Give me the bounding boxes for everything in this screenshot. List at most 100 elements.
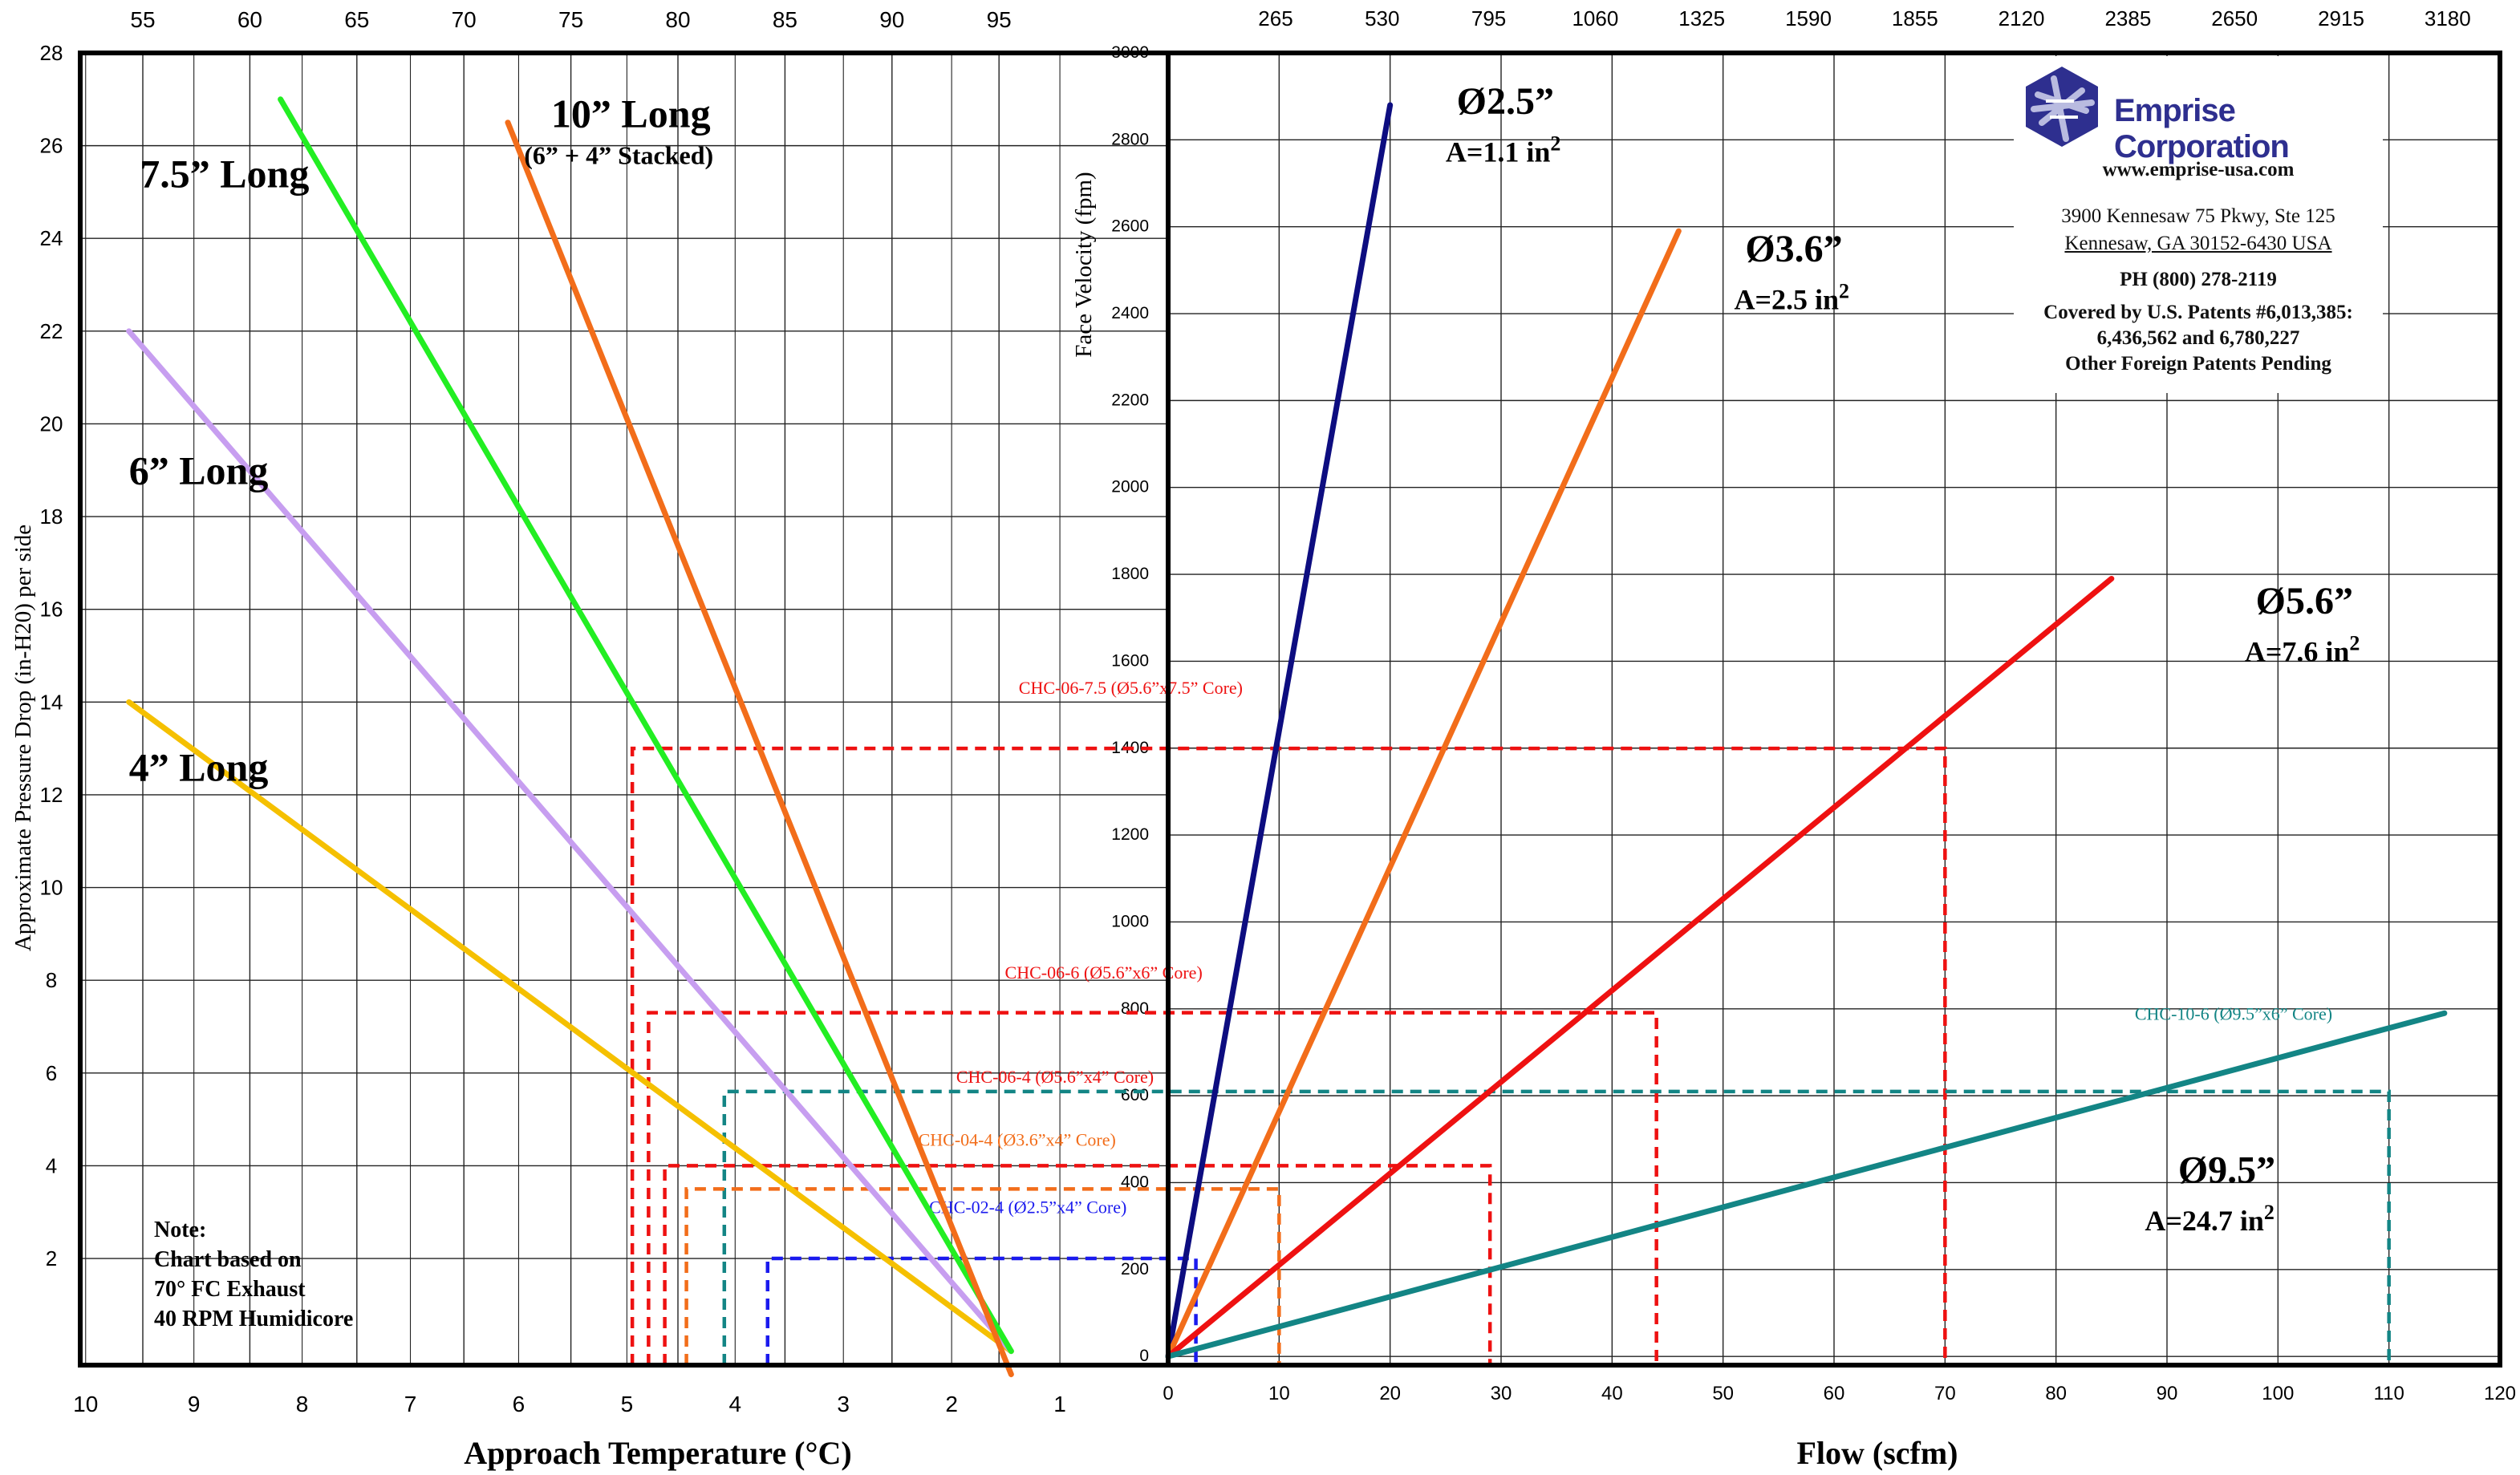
right-top-tick-label: 1060 [1572, 6, 1618, 30]
crossover-path [765, 1256, 1198, 1365]
left-x-tick-label: 9 [188, 1392, 201, 1416]
left-y-tick-label: 24 [40, 226, 63, 250]
right-x-tick-label: 40 [1601, 1383, 1623, 1404]
note-line1: Chart based on [154, 1247, 302, 1272]
right-tick-labels: 0 10 20 30 40 50 60 70 80 90 100 110 120020040060080… [1111, 6, 2516, 1404]
right-x-axis-label: Flow (scfm) [1796, 1435, 1958, 1471]
note-title: Note: [154, 1218, 207, 1242]
right-series [1165, 102, 2448, 1360]
right-y-tick-label: 200 [1121, 1260, 1149, 1278]
left-y-tick-label: 6 [46, 1061, 57, 1085]
left-series-label: (6” + 4” Stacked) [524, 141, 713, 170]
right-series-line [1165, 1010, 2448, 1360]
left-top-tick-label: 70 [452, 7, 477, 32]
chart-note: Note: Chart based on 70° FC Exhaust 40 R… [154, 1215, 353, 1334]
left-x-axis-label: Approach Temperature (°C) [464, 1435, 851, 1471]
left-top-tick-label: 55 [130, 7, 155, 32]
right-y-tick-label: 1000 [1111, 912, 1149, 930]
right-series-name: Ø3.6” [1745, 228, 1842, 270]
right-x-tick-label: 110 [2374, 1383, 2404, 1404]
company-address-line2: Kennesaw, GA 30152-6430 USA [2064, 233, 2332, 254]
left-series-label: 10” Long [551, 91, 711, 136]
left-series-line [126, 699, 1014, 1355]
crossover-label: CHC-10-6 (Ø9.5”x6” Core) [2135, 1003, 2332, 1023]
patents-line3: Other Foreign Patents Pending [2065, 353, 2331, 375]
right-series-line [1165, 575, 2115, 1360]
superscript-2: 2 [1550, 132, 1560, 155]
left-y-tick-label: 8 [46, 968, 57, 992]
right-top-tick-label: 2385 [2104, 6, 2151, 30]
patents-line2: 6,436,562 and 6,780,227 [2096, 327, 2300, 349]
right-series-area: A=2.5 in2 [1735, 280, 1850, 316]
right-x-tick-label: 120 [2484, 1383, 2516, 1404]
company-name: Emprise Corporation [2114, 93, 2290, 164]
left-top-tick-label: 95 [987, 7, 1012, 32]
right-x-tick-label: 100 [2262, 1383, 2294, 1404]
right-series-name: Ø9.5” [2178, 1149, 2275, 1191]
crossover-path [630, 746, 1947, 1365]
left-top-tick-label: 90 [879, 7, 904, 32]
right-series-name: Ø2.5” [1457, 80, 1554, 123]
right-series-area: A=7.6 in2 [2245, 631, 2360, 667]
left-y-tick-label: 4 [46, 1153, 57, 1177]
right-y-tick-label: 2600 [1111, 217, 1149, 236]
crossover-label: CHC-04-4 (Ø3.6”x4” Core) [919, 1129, 1116, 1149]
left-y-axis-label: Approximate Pressure Drop (in-H20) per s… [10, 525, 36, 951]
right-top-tick-label: 1325 [1678, 6, 1725, 30]
right-x-tick-label: 20 [1379, 1383, 1401, 1404]
left-y-tick-label: 26 [40, 134, 63, 158]
right-top-tick-label: 2650 [2211, 6, 2258, 30]
left-y-tick-label: 12 [40, 783, 63, 807]
left-top-tick-label: 85 [773, 7, 797, 32]
right-x-tick-label: 70 [1934, 1383, 1956, 1404]
crossover-label: CHC-06-4 (Ø5.6”x4” Core) [956, 1067, 1154, 1087]
right-x-tick-label: 50 [1712, 1383, 1734, 1404]
right-y-tick-label: 2800 [1111, 130, 1149, 148]
superscript-2: 2 [2349, 631, 2360, 654]
company-phone: PH (800) 278-2119 [2120, 269, 2277, 290]
right-y-tick-label: 1200 [1111, 825, 1149, 844]
crossover-path [647, 1011, 1658, 1365]
right-x-tick-label: 80 [2045, 1383, 2067, 1404]
left-top-tick-label: 65 [344, 7, 369, 32]
left-series-label: 7.5” Long [140, 152, 309, 197]
company-website[interactable]: www.emprise-usa.com [2102, 159, 2295, 180]
crossover-path [684, 1187, 1281, 1365]
right-series-line [1165, 102, 1394, 1360]
left-series-label: 6” Long [129, 448, 269, 493]
left-y-tick-label: 2 [46, 1246, 57, 1270]
right-y-axis-label: Face Velocity (fpm) [1071, 172, 1097, 357]
left-top-tick-label: 75 [558, 7, 583, 32]
company-logo: Emprise Corporation [2018, 63, 2387, 164]
right-x-tick-label: 90 [2157, 1383, 2178, 1404]
crossover-label: CHC-06-6 (Ø5.6”x6” Core) [1005, 962, 1203, 983]
plot-frames [78, 51, 2502, 1368]
crossover-label: CHC-06-7.5 (Ø5.6”x7.5” Core) [1019, 678, 1243, 698]
right-top-tick-label: 2120 [1999, 6, 2045, 30]
right-top-tick-label: 530 [1365, 6, 1399, 30]
right-top-tick-label: 1855 [1892, 6, 1938, 30]
patents-line1: Covered by U.S. Patents #6,013,385: [2043, 302, 2353, 323]
right-series-area: A=1.1 in2 [1446, 132, 1561, 168]
left-series-line [278, 96, 1014, 1355]
left-series-line [126, 328, 1014, 1355]
superscript-2: 2 [2264, 1201, 2274, 1224]
right-y-tick-label: 2000 [1111, 478, 1149, 496]
right-top-tick-label: 2915 [2318, 6, 2364, 30]
right-y-tick-label: 400 [1121, 1173, 1149, 1191]
right-series-line [1165, 228, 1682, 1360]
crossover-label: CHC-02-4 (Ø2.5”x4” Core) [929, 1197, 1126, 1217]
left-y-tick-label: 14 [40, 690, 63, 714]
right-top-tick-label: 1590 [1785, 6, 1832, 30]
right-top-tick-label: 265 [1258, 6, 1292, 30]
left-y-tick-label: 28 [40, 41, 63, 65]
note-line2: 70° FC Exhaust [154, 1277, 306, 1302]
left-series-label: 4” Long [129, 745, 269, 790]
right-top-tick-label: 795 [1471, 6, 1506, 30]
right-y-tick-label: 800 [1121, 999, 1149, 1018]
note-line3: 40 RPM Humidicore [154, 1307, 354, 1331]
right-y-tick-label: 600 [1121, 1086, 1149, 1104]
left-plot-frame [78, 51, 1171, 1368]
